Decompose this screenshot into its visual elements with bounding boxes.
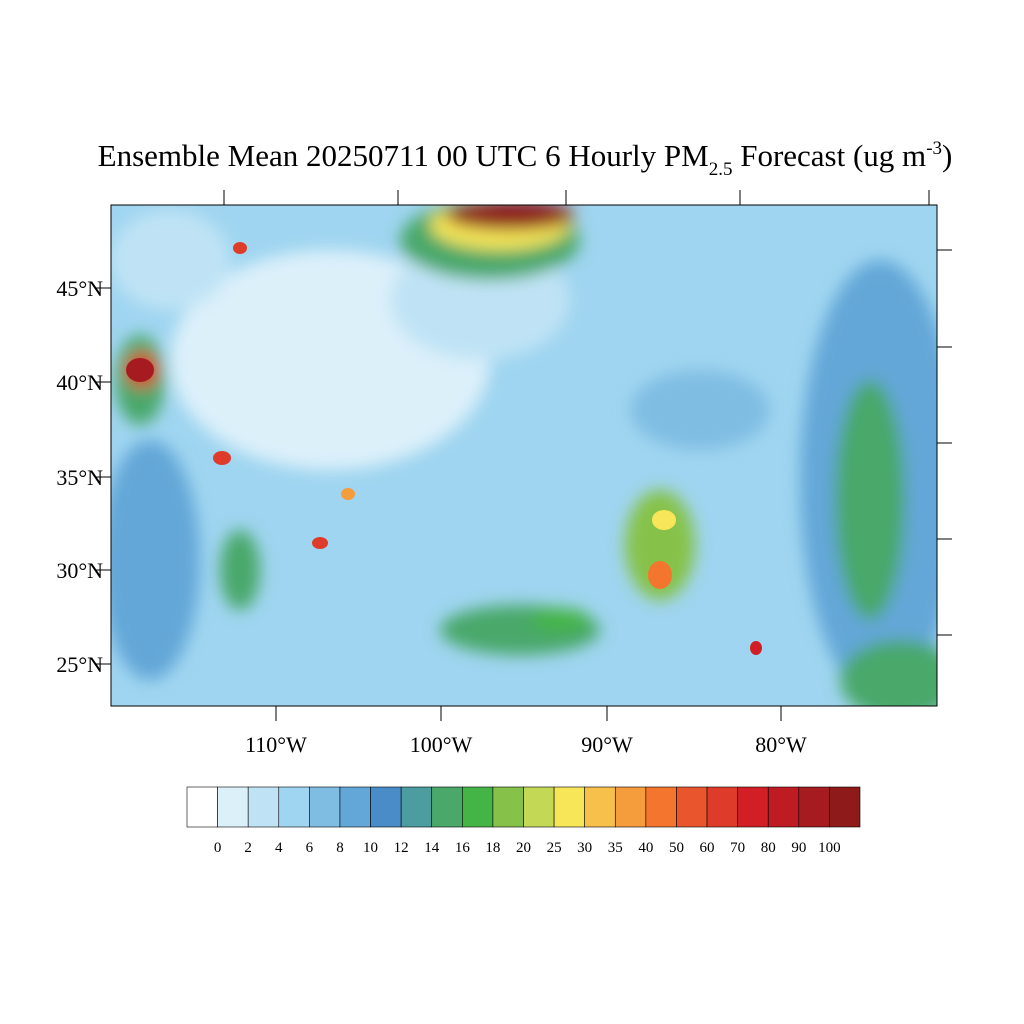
lat-label: 25°N [56,652,103,677]
colorbar-label: 60 [700,840,715,856]
colorbar-box [676,786,708,828]
colorbar-label: 80 [761,840,776,856]
colorbar-box [186,786,218,828]
colorbar-box [431,786,463,828]
colorbar: 0 2 4 6 8 10 12 14 16 18 20 25 30 35 40 50 60 70 80 90 100 [186,786,861,856]
colorbar-label: 20 [516,840,531,856]
colorbar-box [278,786,310,828]
colorbar-label: 100 [818,840,841,856]
colorbar-label: 6 [306,840,314,856]
title-main: Ensemble Mean 20250711 00 UTC 6 Hourly P… [98,138,709,173]
lat-label: 30°N [56,558,103,583]
colorbar-label: 8 [336,840,344,856]
colorbar-label: 50 [669,840,684,856]
lat-label: 40°N [56,370,103,395]
lon-label: 110°W [245,732,307,757]
colorbar-box [309,786,341,828]
colorbar-box [400,786,433,828]
colorbar-box [706,786,738,828]
colorbar-label: 18 [485,840,500,856]
colorbar-box [462,786,494,828]
colorbar-label: 0 [214,840,222,856]
colorbar-box [523,786,555,828]
map-field [111,205,937,706]
lat-label: 45°N [56,276,103,301]
lon-label: 80°W [755,732,807,757]
title-after: Forecast (ug m [732,138,926,173]
colorbar-box [614,786,647,828]
title-sub: 2.5 [709,159,733,180]
title: Ensemble Mean 20250711 00 UTC 6 Hourly P… [98,138,953,180]
colorbar-box [645,786,677,828]
colorbar-box [829,786,861,828]
colorbar-box [339,786,371,828]
colorbar-label: 40 [638,840,653,856]
colorbar-label: 4 [275,840,283,856]
colorbar-box [247,786,280,828]
title-sup: -3 [926,138,942,159]
colorbar-label: 35 [608,840,623,856]
colorbar-box [370,786,402,828]
map-frame [110,204,938,707]
colorbar-label: 10 [363,840,378,856]
colorbar-box [584,786,616,828]
lat-label: 35°N [56,465,103,490]
colorbar-box [767,786,800,828]
colorbar-box [737,786,769,828]
colorbar-box [492,786,524,828]
axes: 45°N 40°N 35°N 30°N 25°N 110°W 100°W 90°W 80°W [56,190,952,757]
colorbar-box [217,786,249,828]
colorbar-label: 70 [730,840,745,856]
colorbar-box [798,786,830,828]
colorbar-label: 12 [394,840,409,856]
lon-label: 90°W [581,732,633,757]
colorbar-label: 90 [791,840,806,856]
title-end: ) [942,138,952,173]
colorbar-label: 16 [455,840,471,856]
colorbar-label: 30 [577,840,592,856]
colorbar-box [553,786,585,828]
colorbar-label: 25 [547,840,562,856]
colorbar-label: 14 [424,840,440,856]
colorbar-label: 2 [244,840,252,856]
lon-label: 100°W [410,732,473,757]
